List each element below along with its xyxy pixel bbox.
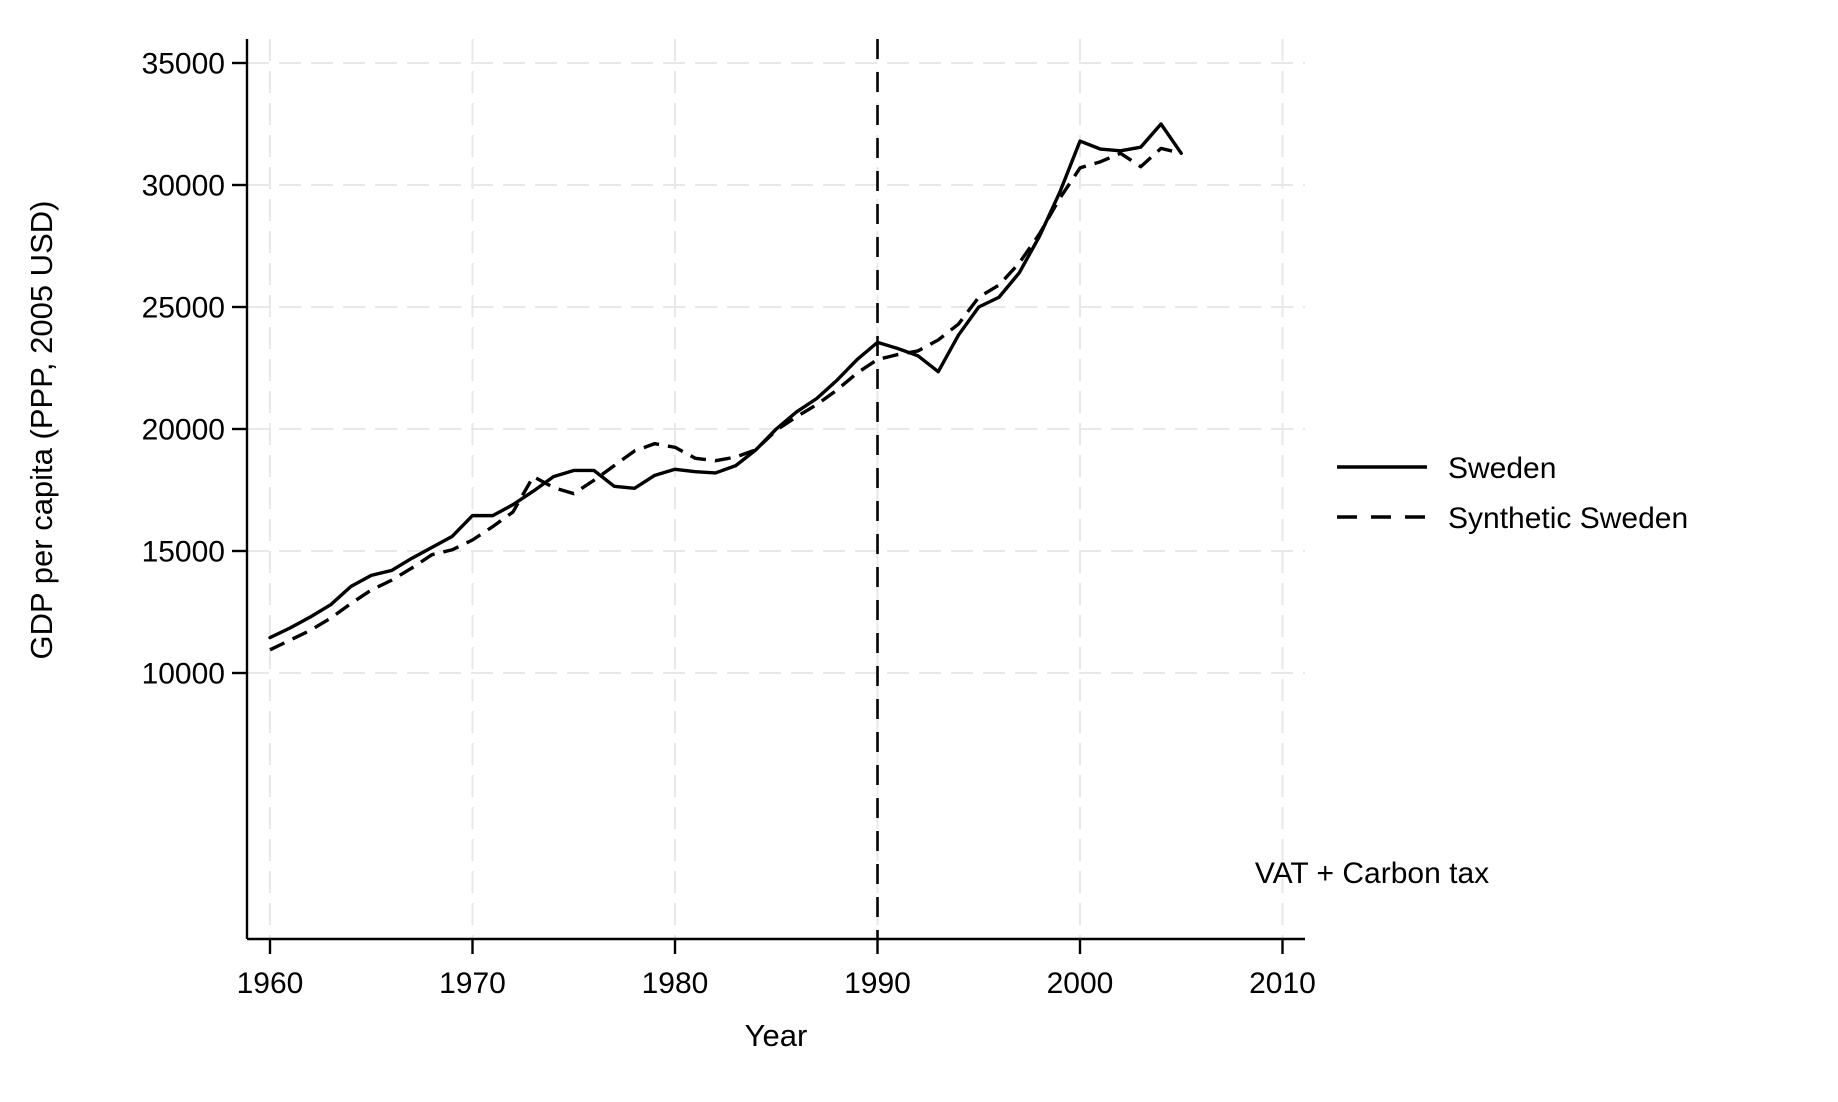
- x-tick-label: 1990: [844, 967, 911, 1000]
- y-tick-label: 15000: [142, 536, 225, 569]
- x-tick-label: 1970: [439, 967, 506, 1000]
- y-tick-label: 20000: [142, 414, 225, 447]
- vline-annotation: VAT + Carbon tax: [1255, 857, 1489, 890]
- legend-label: Sweden: [1448, 452, 1556, 485]
- x-tick-label: 1980: [642, 967, 709, 1000]
- series-line-sweden: [268, 122, 1183, 640]
- x-tick-label: 2000: [1047, 967, 1114, 1000]
- y-tick-label: 35000: [142, 48, 225, 81]
- x-tick-label: 2010: [1249, 967, 1316, 1000]
- legend-label: Synthetic Sweden: [1448, 502, 1688, 535]
- y-tick-label: 25000: [142, 292, 225, 325]
- y-tick-label: 30000: [142, 170, 225, 203]
- series-line-synthetic-sweden: [269, 146, 1182, 652]
- x-tick-label: 1960: [237, 967, 304, 1000]
- y-tick-label: 10000: [142, 658, 225, 691]
- y-axis-title: GDP per capita (PPP, 2005 USD): [24, 201, 59, 660]
- x-axis-title: Year: [745, 1018, 808, 1053]
